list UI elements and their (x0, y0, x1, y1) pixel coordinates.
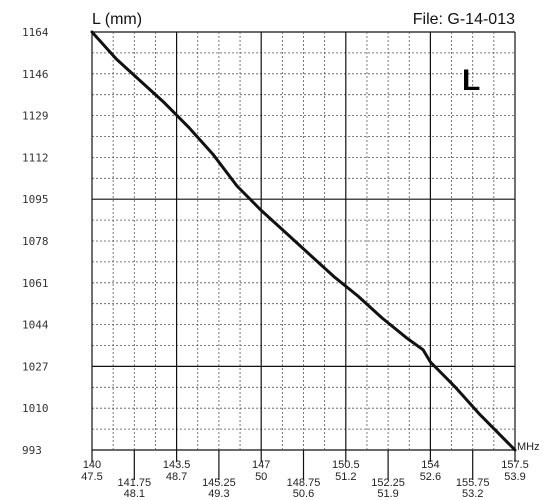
x-tick-label: 141.75 (117, 477, 151, 489)
x-tick-label: 147 (252, 459, 270, 471)
y-tick-label: 1164 (22, 26, 49, 39)
y-tick-label: 993 (22, 444, 42, 457)
y-tick-label: 1129 (22, 110, 49, 123)
x-tick-label-secondary: 53.2 (462, 488, 483, 500)
x-tick-label-secondary: 50.6 (293, 488, 314, 500)
x-tick-label: 150.5 (332, 459, 360, 471)
y-tick-label: 1112 (22, 151, 49, 164)
corner-letter: L (462, 64, 480, 97)
x-tick-label: 155.75 (456, 477, 490, 489)
x-tick-label: 152.25 (371, 477, 405, 489)
x-tick-label-secondary: 52.6 (420, 471, 441, 483)
x-tick-label: 157.5 (501, 459, 529, 471)
y-tick-label: 1044 (22, 319, 49, 332)
x-tick-label-secondary: 48.1 (124, 488, 145, 500)
file-label: File: G-14-013 (413, 11, 515, 28)
x-tick-label-secondary: 51.2 (335, 471, 356, 483)
y-tick-label: 1078 (22, 235, 49, 248)
x-tick-label-secondary: 53.9 (504, 471, 525, 483)
x-axis-unit-label: MHz (517, 441, 540, 453)
x-tick-label-secondary: 50 (255, 471, 267, 483)
x-tick-label: 148.75 (287, 477, 321, 489)
y-axis-tick-labels: 1164 1146 1129 1112 1095 1078 1061 1044 1027 1010… (22, 26, 49, 457)
x-tick-label-secondary: 47.5 (81, 471, 102, 483)
x-tick-label: 145.25 (202, 477, 236, 489)
x-tick-label: 154 (421, 459, 439, 471)
y-tick-label: 1146 (22, 68, 49, 81)
series-line (90, 30, 517, 452)
x-tick-label-secondary: 48.7 (166, 471, 187, 483)
y-tick-label: 1061 (22, 277, 49, 290)
x-tick-label-secondary: 49.3 (208, 488, 229, 500)
chart-grid (91, 31, 516, 480)
x-tick-label: 140 (83, 459, 101, 471)
y-tick-label: 1010 (22, 402, 49, 415)
y-tick-label: 1027 (22, 360, 49, 373)
x-tick-label-secondary: 51.9 (377, 488, 398, 500)
y-axis-label: L (mm) (92, 11, 142, 28)
x-tick-label: 143.5 (163, 459, 191, 471)
y-tick-label: 1095 (22, 193, 49, 206)
